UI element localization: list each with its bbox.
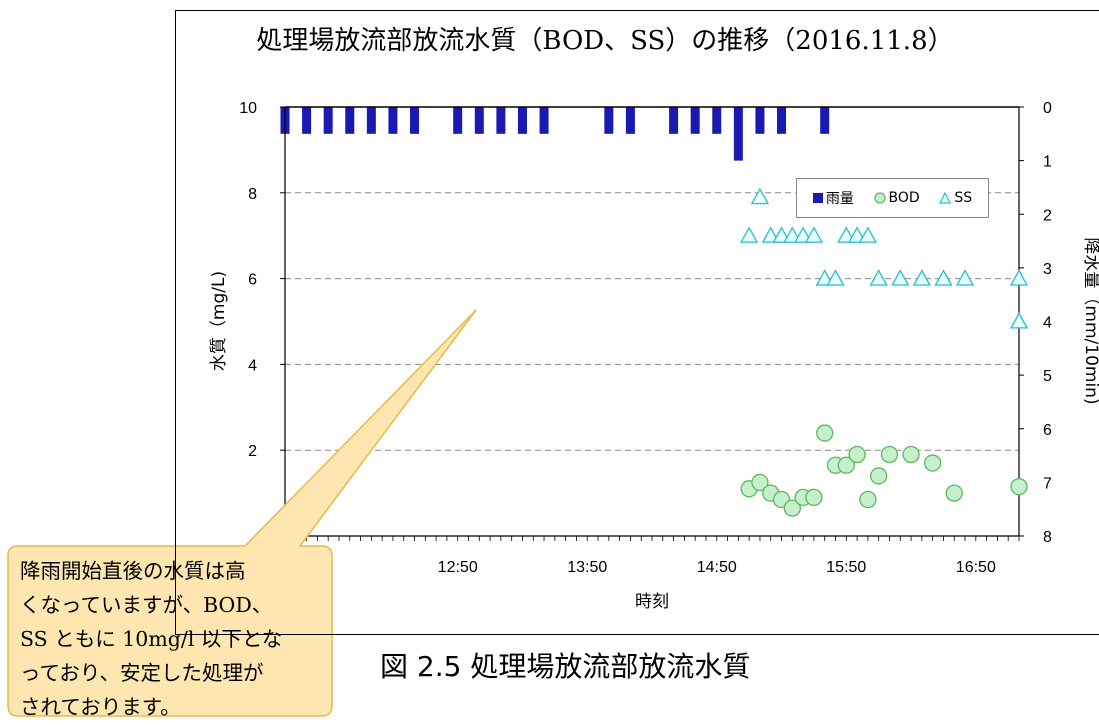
- legend-ss-marker: [939, 192, 952, 204]
- rain-series: [280, 107, 830, 161]
- y-right-tick-label: 4: [1043, 315, 1052, 332]
- y-left-tick-label: 6: [248, 272, 257, 289]
- rain-bar: [604, 107, 614, 134]
- y-left-tick-label: 8: [248, 186, 257, 203]
- y-right-tick-label: 6: [1043, 422, 1052, 439]
- rain-bar: [474, 107, 484, 134]
- bod-point: [859, 490, 877, 509]
- ss-point: [772, 226, 791, 243]
- y-right-tick-label: 8: [1043, 529, 1052, 546]
- legend: 雨量 BOD SS: [796, 178, 989, 218]
- ss-point: [804, 226, 824, 243]
- bod-point: [902, 445, 920, 464]
- rain-bar: [539, 107, 549, 134]
- y-right-tick-label: 3: [1043, 261, 1052, 278]
- x-tick-label: 16:50: [956, 559, 996, 576]
- rain-bar: [496, 107, 506, 134]
- ss-point: [847, 226, 867, 243]
- ss-point: [815, 269, 834, 286]
- callout-line: されております。: [20, 695, 181, 719]
- y-left-axis-title: 水質（mg/L): [209, 271, 229, 371]
- y-right-tick-label: 5: [1043, 368, 1052, 385]
- x-axis-title: 時刻: [635, 592, 669, 612]
- ss-point: [912, 269, 931, 286]
- rain-bar: [712, 107, 722, 134]
- rain-bar: [777, 107, 787, 134]
- legend-item-bod: BOD: [873, 190, 920, 206]
- bod-point: [880, 445, 899, 464]
- ss-point: [837, 226, 856, 243]
- legend-ss-label: SS: [954, 190, 973, 206]
- rain-bar: [625, 107, 635, 134]
- ss-series: [740, 187, 1029, 329]
- ss-point: [858, 226, 877, 243]
- bod-point: [870, 467, 888, 485]
- rain-bar: [366, 107, 376, 134]
- y-right-tick-label: 7: [1043, 475, 1052, 492]
- legend-rain-swatch: [812, 193, 823, 203]
- y-right-tick-label: 2: [1043, 207, 1052, 224]
- rain-bar: [755, 107, 765, 134]
- rain-bar: [733, 107, 743, 161]
- callout-line: くなっていますが、BOD、: [20, 593, 273, 617]
- bod-point: [945, 484, 963, 502]
- rain-bar: [388, 107, 398, 134]
- callout-line: SS ともに 10mg/l 以下とな: [20, 627, 283, 651]
- ss-point: [794, 226, 813, 243]
- legend-item-ss: SS: [939, 190, 972, 206]
- y-right-tick-label: 0: [1043, 100, 1052, 117]
- ss-point: [955, 269, 975, 286]
- callout-text: 降雨開始直後の水質は高 くなっていますが、BOD、 SS ともに 10mg/l …: [10, 546, 330, 719]
- ss-point: [891, 269, 910, 286]
- rain-bar: [690, 107, 700, 134]
- callout-line: 降雨開始直後の水質は高: [20, 559, 246, 583]
- legend-rain-label: 雨量: [825, 191, 854, 207]
- bod-point: [848, 445, 866, 464]
- ss-point: [1009, 269, 1029, 286]
- rain-bar: [302, 107, 312, 134]
- rain-bar: [323, 107, 333, 134]
- callout-shape: [7, 309, 477, 717]
- rain-bar: [453, 107, 463, 134]
- ss-point: [761, 226, 780, 243]
- rain-bar: [410, 107, 420, 134]
- y-left-tick-label: 4: [248, 357, 257, 374]
- callout-bubble: [7, 309, 477, 717]
- x-tick-label: 14:50: [697, 559, 737, 576]
- y-right-tick-label: 1: [1043, 154, 1052, 171]
- bod-point: [751, 473, 769, 492]
- legend-bod-marker: [873, 192, 886, 204]
- x-tick-label: 13:50: [567, 559, 607, 576]
- figure-caption: 図 2.5 処理場放流部放流水質: [380, 650, 751, 683]
- ss-point: [750, 187, 770, 205]
- ss-point: [826, 269, 845, 286]
- callout-line: っており、安定した処理が: [20, 661, 264, 685]
- ss-point: [1009, 312, 1029, 329]
- axes-layer: 2 4 6 8 10 0 1 2 3 4 5 6 7 8 12:50 13:50 14:50 15:50 16:50…: [209, 100, 1099, 612]
- bod-point: [805, 488, 823, 507]
- y-right-axis-title: 降水量（mm/10min): [1081, 237, 1099, 404]
- ss-point: [869, 269, 888, 286]
- ss-point: [934, 269, 953, 286]
- ss-point: [740, 226, 759, 243]
- x-tick-label: 15:50: [826, 559, 866, 576]
- ss-point: [783, 226, 802, 243]
- bod-point: [783, 499, 801, 517]
- rain-bar: [345, 107, 355, 134]
- x-tick-label: 12:50: [438, 559, 478, 576]
- bod-point: [1010, 478, 1028, 496]
- bod-series: [740, 424, 1028, 517]
- legend-bod-label: BOD: [888, 190, 920, 206]
- bod-point: [816, 424, 834, 442]
- chart-title: 処理場放流部放流水質（BOD、SS）の推移（2016.11.8）: [256, 26, 954, 56]
- y-left-tick-label: 2: [248, 443, 257, 460]
- bod-point: [837, 456, 855, 474]
- bod-point: [923, 454, 942, 472]
- rain-bar: [669, 107, 679, 134]
- rain-bar: [820, 107, 830, 134]
- y-left-tick-label: 10: [239, 100, 257, 117]
- legend-item-rain: 雨量: [812, 188, 854, 208]
- rain-bar: [517, 107, 527, 134]
